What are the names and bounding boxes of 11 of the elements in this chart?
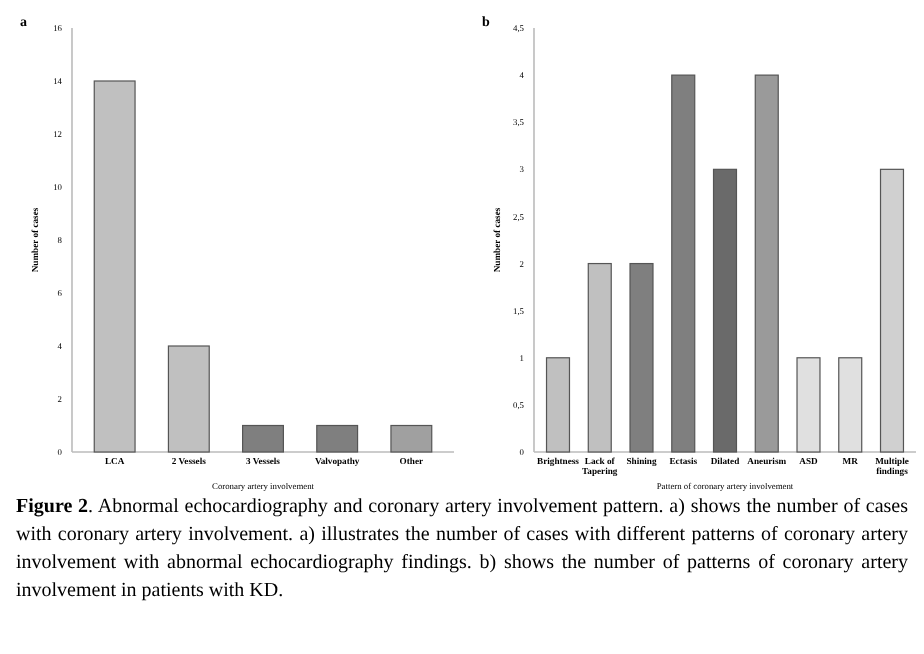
bar — [629, 262, 654, 453]
bar — [754, 74, 779, 453]
bar — [242, 424, 284, 453]
caption: Figure 2. Abnormal echocardiography and coronary artery involvement pattern. a) shows the number of cases with coronary artery involvement. a) illustrates the number of cases with different patterns of coronary artery involvement with abnormal echocardiography findings. b) shows the number of patterns of coronary artery involvement in patients with KD. — [16, 494, 908, 606]
bar — [838, 357, 863, 453]
bar — [712, 168, 738, 453]
bar — [879, 168, 905, 453]
bar — [316, 424, 359, 453]
bar — [390, 424, 433, 453]
bar — [671, 74, 696, 453]
bar — [796, 357, 821, 453]
